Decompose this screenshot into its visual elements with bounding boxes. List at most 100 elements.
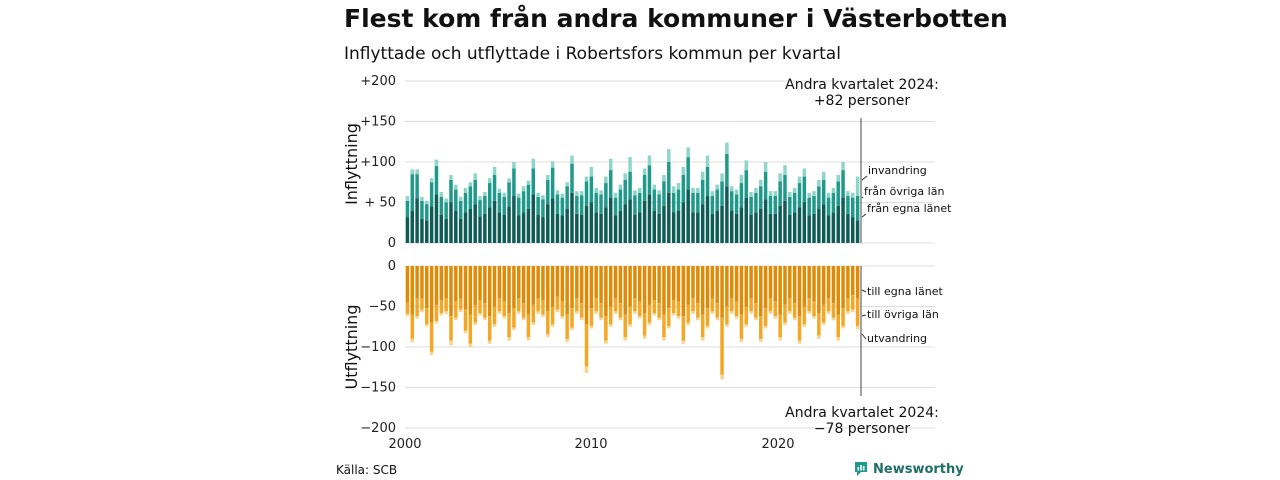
bar-in-own — [628, 199, 632, 243]
bar-out-own — [783, 266, 787, 305]
bar-out-abroad — [676, 316, 681, 319]
bar-out-abroad — [667, 325, 671, 329]
bar-in-own — [550, 198, 555, 243]
bar-out-own — [642, 266, 647, 313]
bar-out-abroad — [463, 330, 468, 334]
bar-in-abroad — [570, 155, 574, 164]
bar-out-own — [628, 266, 632, 307]
bar-out-other — [575, 298, 579, 312]
bar-in-abroad — [778, 173, 782, 182]
bar-out-own — [846, 266, 850, 299]
bar-out-other — [487, 316, 492, 341]
bar-out-abroad — [565, 338, 569, 343]
bar-in-other — [855, 196, 860, 221]
bar-in-abroad — [763, 162, 768, 172]
bar-in-own — [439, 214, 444, 243]
y-tick-label: −50 — [369, 300, 396, 315]
bar-out-own — [734, 266, 739, 302]
bar-out-other — [807, 298, 811, 312]
bar-in-own — [618, 210, 623, 243]
bar-out-abroad — [570, 327, 574, 330]
bar-out-other — [439, 300, 444, 313]
bar-out-own — [710, 266, 715, 299]
bar-in-other — [725, 153, 729, 187]
bar-in-other — [633, 195, 637, 215]
bar-in-own — [589, 202, 594, 243]
bar-out-other — [589, 308, 594, 326]
bar-in-own — [507, 206, 511, 243]
bar-out-own — [420, 266, 424, 299]
bar-out-other — [778, 314, 782, 338]
bar-in-other — [415, 174, 419, 199]
bar-out-own — [599, 266, 603, 304]
bar-out-abroad — [710, 311, 715, 314]
bar-in-abroad — [788, 191, 792, 197]
bar-in-own — [478, 216, 482, 243]
bar-out-other — [599, 303, 603, 318]
bar-in-other — [691, 192, 695, 213]
bar-in-other — [739, 183, 744, 208]
bar-in-other — [483, 196, 487, 214]
bar-out-other — [623, 314, 627, 338]
bar-out-other — [492, 306, 497, 325]
bar-out-other — [855, 298, 860, 326]
bar-out-other — [831, 303, 836, 318]
bar-in-own — [642, 200, 647, 243]
bar-in-own — [565, 208, 569, 243]
bar-in-own — [463, 212, 468, 243]
bar-out-abroad — [502, 316, 506, 319]
bar-out-abroad — [458, 309, 463, 313]
bar-out-abroad — [608, 324, 613, 327]
bar-out-other — [788, 298, 792, 312]
bar-in-own — [560, 215, 565, 243]
bar-out-abroad — [405, 313, 410, 317]
bar-in-other — [778, 181, 782, 206]
bar-in-own — [429, 206, 434, 243]
bar-in-abroad — [729, 186, 734, 192]
bar-in-other — [425, 204, 429, 221]
bar-out-own — [492, 266, 497, 307]
bar-out-abroad — [444, 311, 448, 314]
bar-out-abroad — [686, 322, 690, 326]
bar-in-abroad — [642, 168, 647, 175]
bar-in-other — [497, 192, 502, 213]
bar-in-abroad — [831, 187, 836, 193]
y-axis-title: Inflyttning — [342, 123, 361, 205]
bar-out-own — [444, 266, 448, 299]
bar-in-abroad — [589, 166, 594, 177]
bar-out-abroad — [638, 316, 642, 319]
bar-out-abroad — [420, 309, 424, 313]
bar-out-own — [657, 266, 661, 304]
bar-out-own — [855, 266, 860, 299]
bar-out-other — [633, 298, 637, 312]
bar-out-own — [817, 266, 821, 313]
bar-in-own — [715, 210, 719, 243]
bar-out-abroad — [768, 311, 773, 314]
bar-in-other — [812, 196, 816, 214]
bar-in-own — [575, 213, 579, 243]
bar-out-abroad — [512, 327, 516, 330]
bar-in-other — [546, 179, 550, 205]
bar-out-abroad — [526, 337, 531, 341]
bar-out-other — [676, 301, 681, 317]
bar-out-other — [531, 304, 536, 323]
bar-out-own — [613, 266, 618, 299]
bar-in-other — [797, 183, 802, 208]
bar-in-abroad — [410, 169, 415, 175]
bar-out-own — [778, 266, 782, 315]
bar-out-abroad — [754, 317, 758, 321]
bar-out-other — [420, 298, 424, 310]
series-leader-line — [861, 289, 867, 293]
bar-out-own — [720, 266, 724, 318]
bar-in-abroad — [502, 192, 506, 197]
bar-out-own — [584, 266, 589, 325]
bar-out-abroad — [696, 317, 700, 321]
bar-out-abroad — [855, 325, 860, 330]
bar-out-abroad — [807, 311, 811, 314]
bar-in-abroad — [531, 158, 536, 169]
bar-out-other — [478, 300, 482, 313]
bar-out-own — [754, 266, 758, 304]
bar-in-own — [671, 212, 676, 243]
bar-in-own — [652, 210, 657, 243]
